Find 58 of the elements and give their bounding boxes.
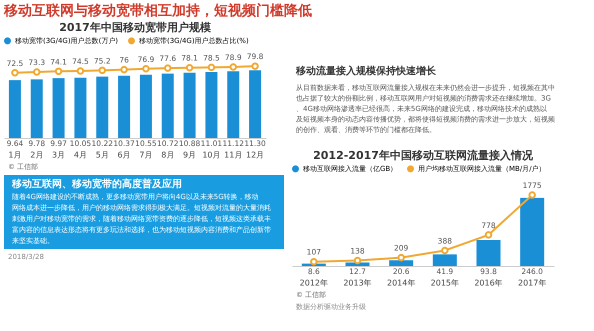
point xyxy=(208,64,216,72)
bar xyxy=(205,72,218,138)
point xyxy=(164,64,172,72)
bar xyxy=(432,254,457,266)
point xyxy=(354,256,362,264)
x-tick-label: 12月 xyxy=(246,150,264,160)
bar xyxy=(52,78,65,138)
point xyxy=(142,65,150,73)
x-tick-label: 7月 xyxy=(139,150,152,160)
x-tick-label: 2017年 xyxy=(518,278,546,288)
x-tick-label: 9月 xyxy=(183,150,196,160)
bar xyxy=(184,72,196,138)
x-tick-label: 2014年 xyxy=(386,278,416,288)
point xyxy=(98,66,106,74)
bar xyxy=(96,76,108,138)
bar xyxy=(30,79,43,138)
x-tick-label: 6月 xyxy=(118,150,131,160)
x-tick-label: 8月 xyxy=(161,150,174,160)
x-tick-label: 3月 xyxy=(52,150,66,160)
x-tick-label: 11月 xyxy=(224,150,242,160)
bar xyxy=(118,76,130,138)
point xyxy=(186,64,194,72)
x-tick-label: 2015年 xyxy=(430,278,460,288)
bar xyxy=(162,74,174,138)
point xyxy=(251,62,259,70)
x-tick-label: 1月 xyxy=(8,150,22,160)
bar xyxy=(345,262,370,266)
bar xyxy=(476,240,501,266)
point xyxy=(441,246,449,254)
text: 移动流量接入规模保持快速增长 xyxy=(295,65,437,77)
bar xyxy=(249,70,262,138)
x-tick-label: 2013年 xyxy=(343,278,372,288)
point xyxy=(120,66,128,74)
chart-title: 2012-2017年中国移动互联网流量接入情况 xyxy=(313,149,534,162)
bar xyxy=(389,260,414,266)
bar xyxy=(227,71,240,138)
x-tick-label: 2月 xyxy=(30,150,44,160)
bar xyxy=(8,80,21,138)
x-tick-label: 2016年 xyxy=(474,278,503,288)
point xyxy=(33,68,40,76)
text: 移动互联网与移动宽带相互加持，短视频门槛降低 xyxy=(3,2,312,19)
x-tick-label: 5月 xyxy=(96,150,109,160)
x-tick-label: 2012年 xyxy=(300,278,328,288)
point xyxy=(11,69,19,76)
x-tick-label: 4月 xyxy=(74,150,87,160)
bar xyxy=(74,78,86,138)
x-tick-label: 10月 xyxy=(202,150,221,160)
chart-title: 2017年中国移动宽带用户规模 xyxy=(59,21,212,34)
point xyxy=(528,191,536,199)
point xyxy=(397,254,405,262)
point xyxy=(230,63,237,71)
point xyxy=(484,231,492,239)
text: 移动互联网、移动宽带的高度普及应用 xyxy=(11,178,182,190)
point xyxy=(310,258,318,266)
point xyxy=(76,67,84,75)
bar xyxy=(140,74,152,138)
point xyxy=(54,68,62,76)
bar xyxy=(520,198,544,266)
